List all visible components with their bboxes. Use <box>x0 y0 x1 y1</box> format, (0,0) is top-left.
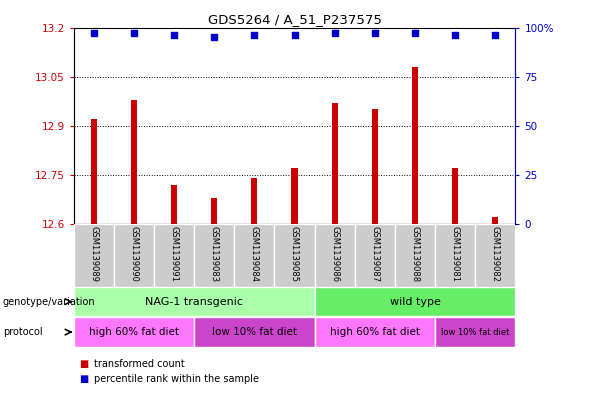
Bar <box>74 317 194 347</box>
Point <box>129 30 138 37</box>
Point <box>169 32 178 39</box>
Point <box>491 32 500 39</box>
Point <box>330 30 339 37</box>
Bar <box>114 224 154 287</box>
Point <box>210 34 219 40</box>
Text: GSM1139088: GSM1139088 <box>411 226 419 282</box>
Bar <box>315 224 355 287</box>
Text: ■: ■ <box>80 374 89 384</box>
Bar <box>452 168 458 224</box>
Text: GSM1139087: GSM1139087 <box>370 226 379 282</box>
Point <box>290 32 299 39</box>
Bar <box>315 287 515 316</box>
Point <box>89 30 98 37</box>
Point <box>411 30 420 37</box>
Point <box>250 32 259 39</box>
Text: ■: ■ <box>80 358 89 369</box>
Bar <box>492 217 498 224</box>
Text: GSM1139085: GSM1139085 <box>290 226 299 282</box>
Bar <box>332 103 337 224</box>
Text: GSM1139091: GSM1139091 <box>170 226 178 282</box>
Text: high 60% fat diet: high 60% fat diet <box>330 327 420 337</box>
Text: GSM1139090: GSM1139090 <box>130 226 138 282</box>
Text: genotype/variation: genotype/variation <box>3 297 95 307</box>
Text: percentile rank within the sample: percentile rank within the sample <box>94 374 259 384</box>
Bar <box>74 224 114 287</box>
Bar <box>171 185 177 224</box>
Bar <box>355 224 395 287</box>
Bar <box>131 99 137 224</box>
Text: GSM1139084: GSM1139084 <box>250 226 259 282</box>
Text: NAG-1 transgenic: NAG-1 transgenic <box>145 297 243 307</box>
Bar <box>154 224 194 287</box>
Bar <box>372 109 378 224</box>
Text: protocol: protocol <box>3 327 42 337</box>
Text: low 10% fat diet: low 10% fat diet <box>212 327 297 337</box>
Text: GSM1139081: GSM1139081 <box>451 226 459 282</box>
Text: transformed count: transformed count <box>94 358 185 369</box>
Text: high 60% fat diet: high 60% fat diet <box>89 327 179 337</box>
Bar <box>435 224 475 287</box>
Title: GDS5264 / A_51_P237575: GDS5264 / A_51_P237575 <box>207 13 382 26</box>
Text: GSM1139086: GSM1139086 <box>330 226 339 282</box>
Bar <box>91 119 97 224</box>
Bar <box>74 287 315 316</box>
Bar <box>315 317 435 347</box>
Bar <box>211 198 217 224</box>
Bar <box>292 168 297 224</box>
Text: wild type: wild type <box>389 297 441 307</box>
Bar <box>274 224 315 287</box>
Bar <box>194 317 315 347</box>
Bar <box>412 67 418 224</box>
Text: GSM1139089: GSM1139089 <box>89 226 98 282</box>
Bar <box>252 178 257 224</box>
Text: GSM1139082: GSM1139082 <box>491 226 500 282</box>
Point <box>451 32 460 39</box>
Bar <box>234 224 274 287</box>
Bar <box>435 317 515 347</box>
Bar <box>475 224 515 287</box>
Text: low 10% fat diet: low 10% fat diet <box>441 328 509 336</box>
Bar <box>395 224 435 287</box>
Point <box>370 30 379 37</box>
Text: GSM1139083: GSM1139083 <box>210 226 219 282</box>
Bar <box>194 224 234 287</box>
